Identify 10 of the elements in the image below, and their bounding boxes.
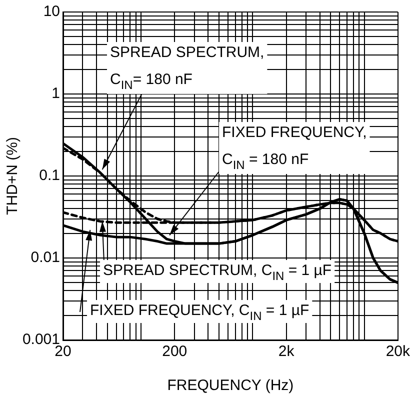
y-axis-title: THD+N (%) — [4, 137, 22, 215]
x-tick-label: 20 — [54, 343, 72, 360]
x-axis-title: FREQUENCY (Hz) — [167, 377, 294, 394]
x-tick-label: 200 — [162, 343, 188, 360]
y-tick-label: 0.01 — [30, 249, 60, 266]
x-tick-label: 20k — [386, 343, 410, 360]
y-tick-label: 0.1 — [39, 167, 60, 184]
y-tick-label: 1 — [52, 85, 60, 102]
x-tick-label: 2k — [278, 343, 295, 360]
y-tick-label: 10 — [43, 3, 60, 20]
